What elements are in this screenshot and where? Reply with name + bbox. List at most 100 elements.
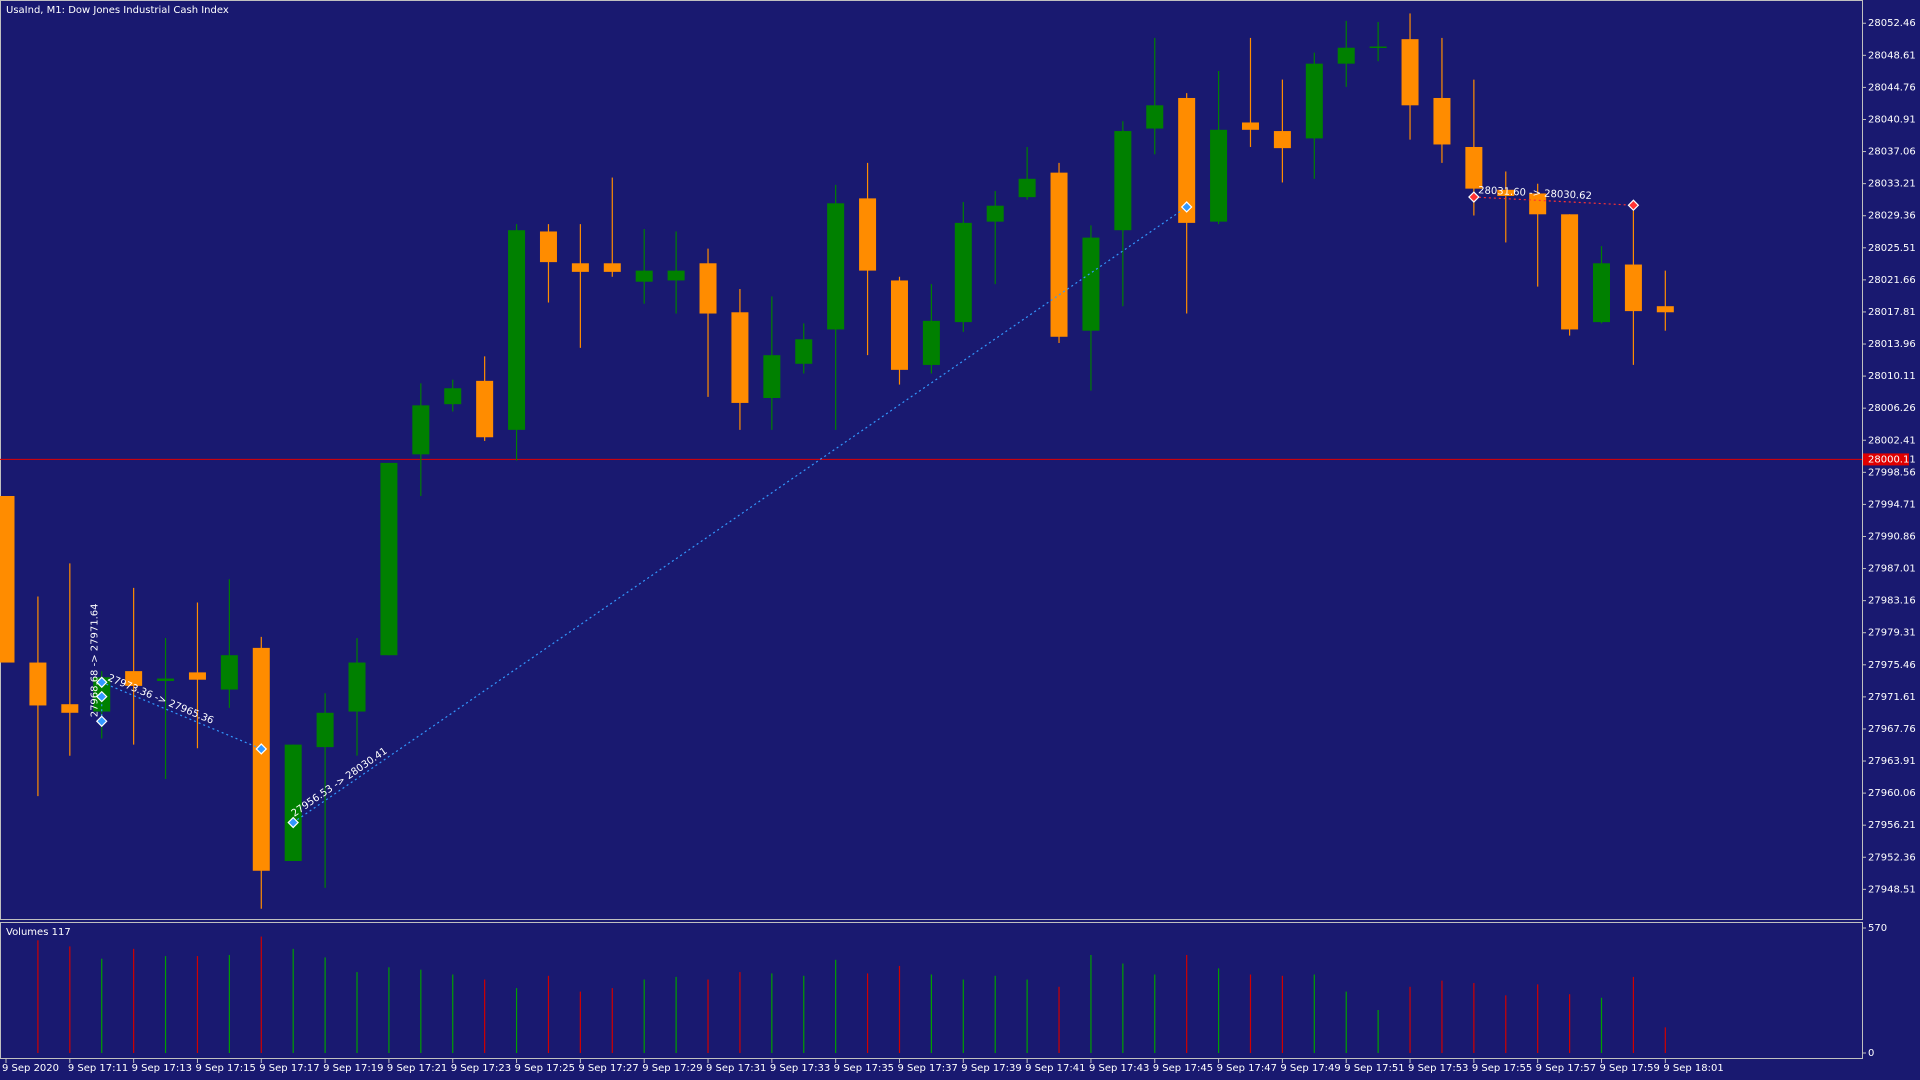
- x-tick-label: 9 Sep 17:35: [834, 1063, 894, 1074]
- x-tick-label: 9 Sep 17:51: [1344, 1063, 1404, 1074]
- y-tick-label: 27990.86: [1868, 531, 1916, 542]
- candle-body: [795, 339, 813, 364]
- x-tick-label: 9 Sep 17:39: [961, 1063, 1021, 1074]
- candle-body: [1656, 306, 1674, 313]
- x-tick-label: 9 Sep 17:29: [642, 1063, 702, 1074]
- price-panel-frame: [0, 0, 1863, 920]
- candle-body: [125, 671, 143, 686]
- x-tick-label: 9 Sep 17:27: [578, 1063, 638, 1074]
- y-tick-label: 27971.61: [1868, 692, 1916, 703]
- candle-body: [444, 388, 462, 405]
- candle-body: [252, 647, 270, 871]
- x-tick-label: 9 Sep 17:53: [1408, 1063, 1468, 1074]
- candle-body: [412, 405, 430, 455]
- volume-title: Volumes 117: [6, 927, 71, 938]
- x-tick-label: 9 Sep 17:57: [1536, 1063, 1596, 1074]
- candle-body: [1497, 189, 1515, 196]
- candle-body: [763, 355, 781, 399]
- candle-body: [1273, 131, 1291, 149]
- candle-body: [61, 704, 79, 713]
- trade-marker: [95, 715, 108, 728]
- candle-body: [827, 203, 845, 330]
- candle-body: [1210, 129, 1228, 222]
- y-tick-label: 27994.71: [1868, 499, 1916, 510]
- y-tick-label: 28048.61: [1868, 50, 1916, 61]
- x-tick-label: 9 Sep 17:55: [1472, 1063, 1532, 1074]
- candle-body: [859, 198, 877, 271]
- trade-marker: [1627, 199, 1640, 212]
- candle-body: [1241, 122, 1259, 130]
- candle-body: [1369, 46, 1387, 48]
- candle-body: [316, 712, 334, 748]
- y-tick-label: 27952.36: [1868, 852, 1916, 863]
- y-tick-label: 27987.01: [1868, 564, 1916, 575]
- y-tick-label: 28040.91: [1868, 114, 1916, 125]
- candle-body: [1114, 131, 1132, 231]
- x-tick-label: 9 Sep 17:23: [451, 1063, 511, 1074]
- candle-body: [1146, 105, 1164, 129]
- x-tick-label: 9 Sep 17:47: [1217, 1063, 1277, 1074]
- y-tick-label: 28033.21: [1868, 179, 1916, 190]
- x-tick-label: 9 Sep 2020: [2, 1063, 59, 1074]
- candle-body: [1529, 193, 1547, 215]
- y-tick-label: 28017.81: [1868, 307, 1916, 318]
- y-tick-label: 28052.46: [1868, 18, 1916, 29]
- candle-body: [1433, 97, 1451, 145]
- chart-title: UsaInd, M1: Dow Jones Industrial Cash In…: [6, 5, 229, 16]
- candle-body: [1561, 214, 1579, 330]
- y-tick-label: 28037.06: [1868, 147, 1916, 158]
- candle-body: [348, 662, 366, 712]
- trade-marker: [95, 690, 108, 703]
- trade-marker: [287, 816, 299, 829]
- candle-body: [667, 270, 685, 281]
- candle-body: [731, 312, 749, 403]
- y-tick-label: 27975.46: [1868, 660, 1916, 671]
- trade-line: [292, 206, 1188, 824]
- x-tick-label: 9 Sep 18:01: [1663, 1063, 1723, 1074]
- candle-body: [603, 263, 621, 272]
- x-tick-label: 9 Sep 17:17: [259, 1063, 319, 1074]
- x-tick-label: 9 Sep 17:31: [706, 1063, 766, 1074]
- trade-marker: [1468, 191, 1480, 203]
- x-tick-label: 9 Sep 17:49: [1280, 1063, 1340, 1074]
- volume-panel-frame: [0, 922, 1863, 1059]
- x-tick-label: 9 Sep 17:21: [387, 1063, 447, 1074]
- volume-name: Volumes: [6, 927, 48, 938]
- y-tick-label: 28006.26: [1868, 403, 1916, 414]
- candle-body: [1593, 263, 1610, 323]
- x-tick-label: 9 Sep 17:59: [1600, 1063, 1660, 1074]
- price-level-tag: [1863, 453, 1909, 466]
- y-tick-label: 28013.96: [1868, 339, 1916, 350]
- candle-body: [284, 744, 302, 862]
- x-tick-label: 9 Sep 17:19: [323, 1063, 383, 1074]
- y-tick-label: 27956.21: [1868, 820, 1916, 831]
- y-tick-label: 27963.91: [1868, 756, 1916, 767]
- candle-body: [571, 263, 589, 272]
- x-tick-label: 9 Sep 17:15: [195, 1063, 255, 1074]
- candle-body: [380, 462, 398, 656]
- candle-body: [922, 320, 940, 365]
- candle-body: [157, 678, 175, 681]
- trade-line: [1473, 196, 1634, 206]
- candle-body: [1178, 97, 1196, 223]
- trade-marker: [255, 743, 268, 755]
- y-tick-label: 28021.66: [1868, 275, 1916, 286]
- trade-marker: [1180, 201, 1193, 213]
- candle-body: [1624, 264, 1642, 312]
- candle-body: [1050, 172, 1068, 337]
- candle-body: [188, 672, 206, 680]
- x-tick-label: 9 Sep 17:43: [1089, 1063, 1149, 1074]
- y-tick-label: 27998.56: [1868, 467, 1916, 478]
- candle-body: [890, 280, 908, 370]
- y-tick-label: 28002.41: [1868, 435, 1916, 446]
- y-tick-label: 27983.16: [1868, 596, 1916, 607]
- y-tick-label: 27960.06: [1868, 788, 1916, 799]
- x-tick-label: 9 Sep 17:25: [515, 1063, 575, 1074]
- y-tick-label: 28044.76: [1868, 82, 1916, 93]
- candle-body: [1401, 39, 1419, 106]
- candle-body: [220, 655, 238, 690]
- candle-body: [986, 205, 1004, 222]
- volume-tick-label: 0: [1868, 1048, 1874, 1059]
